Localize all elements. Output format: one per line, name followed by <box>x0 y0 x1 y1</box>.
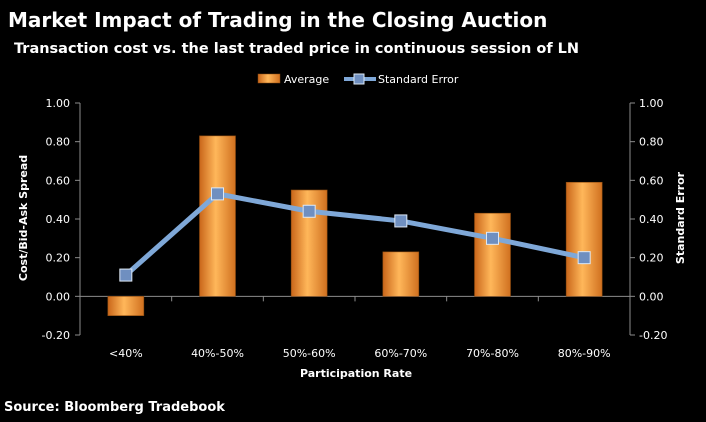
bar <box>107 296 145 316</box>
x-tick-label: 40%-50% <box>191 347 244 360</box>
x-axis-title: Participation Rate <box>300 367 412 380</box>
bar <box>474 212 511 297</box>
y2-tick-label: 0.20 <box>639 252 664 265</box>
y-tick-label: 0.40 <box>46 213 71 226</box>
legend-label-standard-error: Standard Error <box>378 73 459 86</box>
y2-tick-label: -0.20 <box>639 329 667 342</box>
y2-tick-label: 0.60 <box>639 174 664 187</box>
line-marker <box>211 187 224 201</box>
chart-subtitle: Transaction cost vs. the last traded pri… <box>14 41 579 57</box>
chart-title: Market Impact of Trading in the Closing … <box>8 8 547 32</box>
y2-tick-label: 1.00 <box>639 97 664 110</box>
legend: Average Standard Error <box>257 73 459 86</box>
line-marker <box>119 268 133 282</box>
x-tick-label: 60%-70% <box>374 347 427 360</box>
y2-tick-label: 0.40 <box>639 213 664 226</box>
legend-swatch-average <box>257 73 281 84</box>
y-axis-title: Cost/Bid-Ask Spread <box>17 155 30 281</box>
plot-area: 1.00 0.80 0.60 0.40 0.20 0.00 -0.20 1.00 0.80 0.6… <box>42 97 668 360</box>
line-marker <box>577 251 591 265</box>
y-tick-label: 0.20 <box>46 252 71 265</box>
line-marker <box>486 231 499 245</box>
line-marker <box>302 204 316 218</box>
x-tick-label: 50%-60% <box>283 347 336 360</box>
x-tick-label: 80%-90% <box>558 347 611 360</box>
y2-axis-title: Standard Error <box>674 171 687 264</box>
x-tick-label: 70%-80% <box>466 347 519 360</box>
y-tick-label: 0.00 <box>46 290 71 303</box>
legend-label-average: Average <box>284 73 329 86</box>
y2-tick-label: 0.00 <box>639 290 664 303</box>
y-tick-label: -0.20 <box>42 329 70 342</box>
y-tick-label: 0.80 <box>46 136 71 149</box>
x-tick-label: <40% <box>109 347 143 360</box>
line-marker <box>394 214 408 228</box>
bar <box>382 251 420 297</box>
y-tick-label: 1.00 <box>46 97 71 110</box>
bar <box>199 135 236 297</box>
legend-marker-standard-error <box>353 73 365 85</box>
y2-tick-label: 0.80 <box>639 136 664 149</box>
y-tick-label: 0.60 <box>46 174 71 187</box>
series-line <box>123 191 587 278</box>
source-note: Source: Bloomberg Tradebook <box>4 400 225 415</box>
bar <box>565 181 603 297</box>
